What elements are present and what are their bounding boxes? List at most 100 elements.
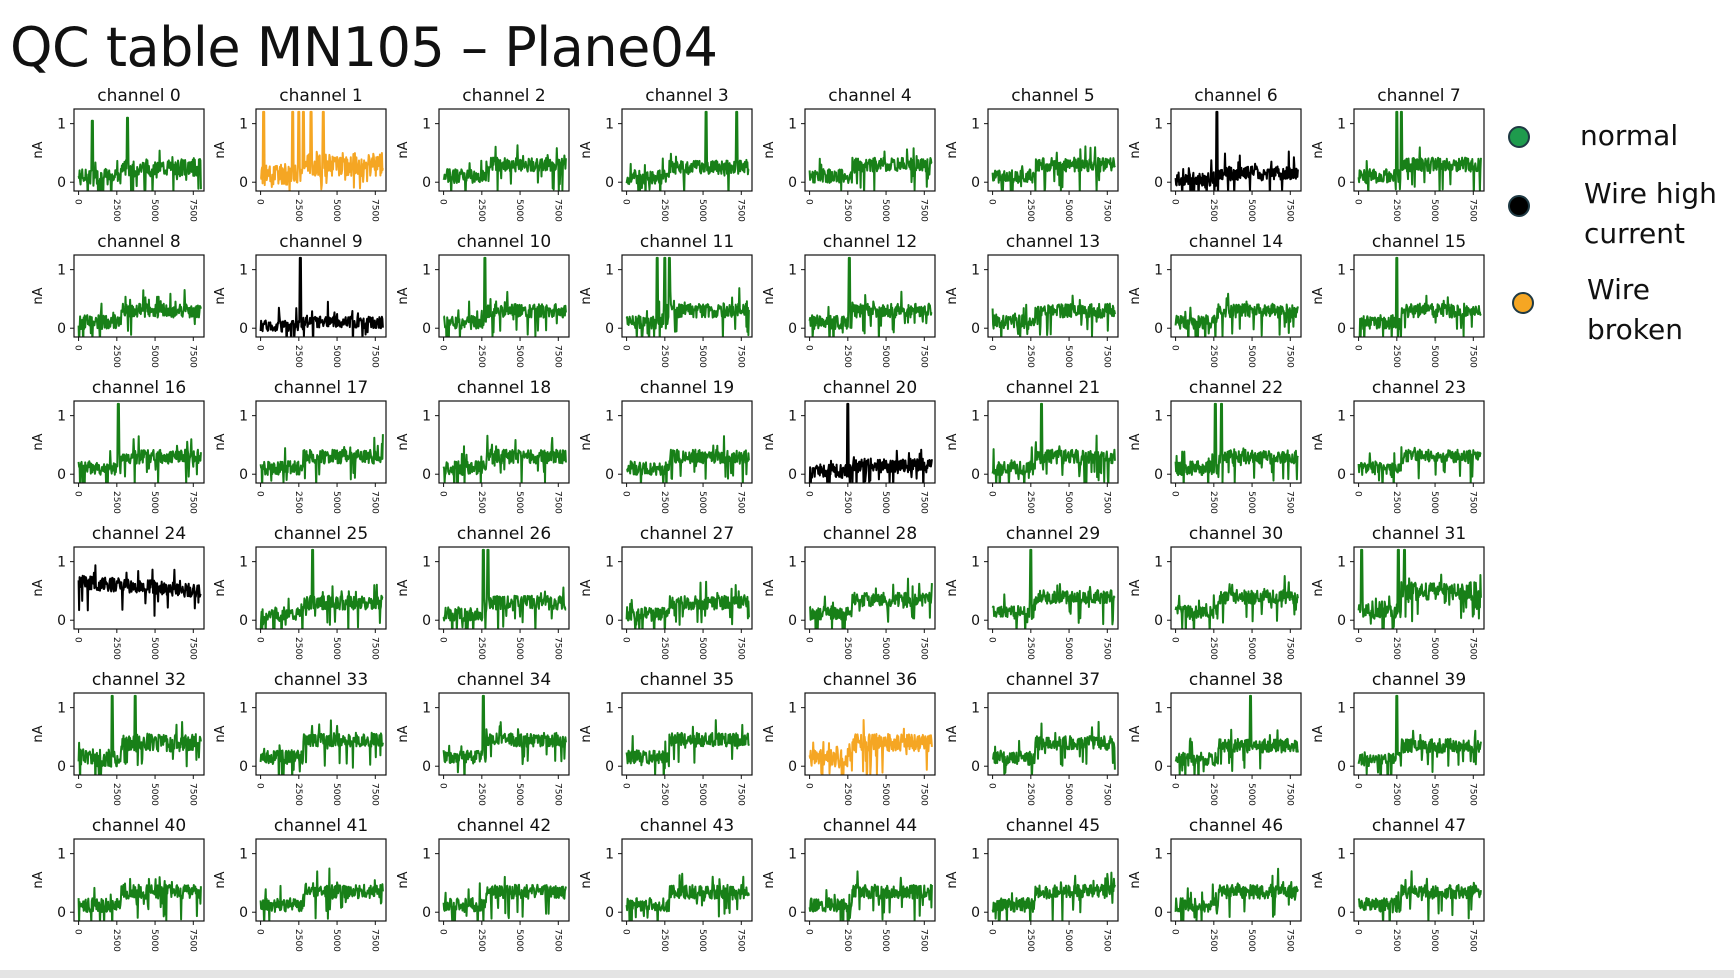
y-tick-label: 1 [788,701,797,717]
y-tick-label: 1 [239,847,248,863]
y-tick-label: 1 [239,117,248,133]
divider [0,970,1734,978]
x-tick-label: 7500 [552,929,562,952]
y-axis-label: nA [762,433,777,450]
y-axis-label: nA [213,871,228,888]
x-tick-label: 0 [438,637,448,643]
x-tick-label: 7500 [369,783,379,806]
subplot-38: channel 38 nA 0 1 0 2500 5000 7500 [1128,670,1302,806]
y-axis-label: nA [31,141,46,158]
series-line [1357,694,1482,775]
plot-frame [73,838,205,922]
y-tick-label: 1 [239,555,248,571]
subplot-title: channel 40 [92,816,186,836]
x-tick-label: 0 [255,345,265,351]
y-tick-label: 0 [605,321,614,337]
x-tick-label: 5000 [1063,637,1073,660]
subplot-9: channel 9 nA 0 1 0 2500 5000 7500 [213,232,387,368]
x-tick-label: 7500 [369,199,379,222]
series-line [808,147,933,191]
x-tick-label: 0 [1170,199,1180,205]
y-axis-label: nA [213,579,228,596]
plot-frame [804,108,936,192]
series-line [77,402,202,483]
x-tick-label: 5000 [1063,199,1073,222]
x-tick-label: 0 [438,491,448,497]
plot-frame [804,546,936,630]
y-axis-label: nA [31,287,46,304]
y-tick-label: 1 [1154,409,1163,425]
y-axis-label: nA [579,871,594,888]
x-tick-label: 0 [1353,491,1363,497]
x-tick-label: 5000 [880,491,890,514]
legend-marker [1512,292,1534,314]
x-tick-label: 7500 [187,491,197,514]
series-line [1174,110,1299,191]
x-tick-label: 5000 [1246,199,1256,222]
series-line [259,256,384,337]
plot-frame [1353,692,1485,776]
x-tick-label: 0 [987,345,997,351]
x-tick-label: 2500 [842,199,852,222]
x-tick-label: 7500 [918,637,928,660]
y-axis-label: nA [396,287,411,304]
y-axis-label: nA [396,579,411,596]
y-axis-label: nA [579,433,594,450]
x-tick-label: 7500 [918,199,928,222]
subplot-39: channel 39 nA 0 1 0 2500 5000 7500 [1311,670,1485,806]
plot-frame [1170,400,1302,484]
plot-frame [1353,546,1485,630]
x-tick-label: 0 [1353,345,1363,351]
x-tick-label: 5000 [514,637,524,660]
x-tick-label: 2500 [1391,199,1401,222]
y-tick-label: 0 [57,905,66,921]
x-tick-label: 5000 [149,929,159,952]
series-line [625,872,750,921]
y-tick-label: 0 [605,175,614,191]
x-tick-label: 5000 [697,199,707,222]
subplot-36: channel 36 nA 0 1 0 2500 5000 7500 [762,670,936,806]
series-line [443,256,567,337]
series-line [991,720,1116,775]
subplot-21: channel 21 nA 0 1 0 2500 5000 7500 [945,378,1119,514]
plot-frame [73,400,205,484]
y-tick-label: 1 [57,847,66,863]
x-tick-label: 7500 [735,783,745,806]
y-tick-label: 1 [605,117,614,133]
y-tick-label: 1 [605,555,614,571]
x-tick-label: 7500 [552,491,562,514]
x-tick-label: 2500 [659,783,669,806]
series-line [259,867,384,921]
series-line [260,110,384,191]
legend-label: normal [1580,119,1679,152]
x-tick-label: 7500 [1467,929,1477,952]
y-axis-label: nA [396,725,411,742]
plot-frame [438,692,570,776]
y-axis-label: nA [1311,725,1326,742]
y-tick-label: 1 [1154,117,1163,133]
y-tick-label: 0 [239,905,248,921]
y-tick-label: 0 [605,467,614,483]
plot-frame [987,400,1119,484]
y-axis-label: nA [762,871,777,888]
plot-frame [1170,108,1302,192]
subplot-16: channel 16 nA 0 1 0 2500 5000 7500 [31,378,205,514]
subplot-12: channel 12 nA 0 1 0 2500 5000 7500 [762,232,936,368]
legend-marker [1508,126,1530,148]
x-tick-label: 2500 [293,491,303,514]
series-line [259,719,384,775]
subplot-title: channel 6 [1194,86,1278,106]
y-axis-label: nA [1311,579,1326,596]
series-line [1357,446,1482,483]
plot-frame [987,692,1119,776]
subplot-title: channel 21 [1006,378,1100,398]
subplot-title: channel 30 [1189,524,1283,544]
x-tick-label: 7500 [735,637,745,660]
y-tick-label: 0 [971,905,980,921]
y-tick-label: 1 [1154,263,1163,279]
x-tick-label: 2500 [111,345,121,368]
plot-frame [73,546,205,630]
subplot-24: channel 24 nA 0 1 0 2500 5000 7500 [31,524,205,660]
x-tick-label: 0 [255,929,265,935]
